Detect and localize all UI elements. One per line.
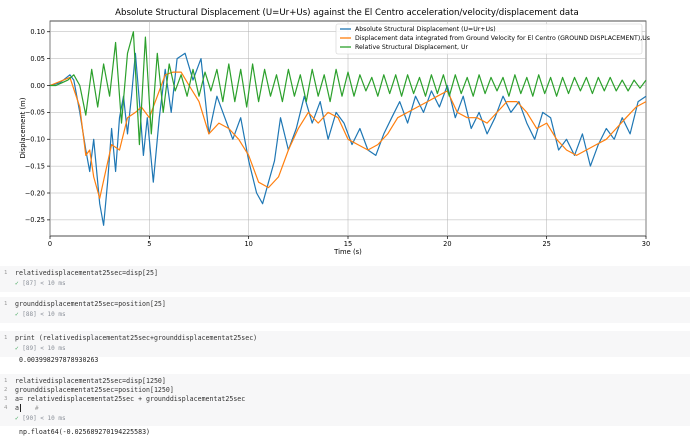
matplotlib-figure: Absolute Structural Displacement (U=Ur+U… [19, 8, 650, 256]
code-line[interactable]: relativedisplacementat25sec=disp[25] [15, 269, 158, 277]
code-line[interactable]: a [15, 404, 19, 412]
y-tick-label: 0.00 [30, 82, 45, 90]
series-lines [49, 31, 647, 226]
cell-output: 0.003998297878930263 [19, 356, 99, 364]
check-icon: ✓ [15, 345, 19, 352]
legend-label-relative: Relative Structural Displacement, Ur [355, 44, 469, 51]
y-tick-label: −0.05 [25, 109, 45, 117]
series-line-absolute [49, 52, 647, 226]
grid-lines [49, 21, 647, 236]
chart-title: Absolute Structural Displacement (U=Ur+U… [115, 8, 579, 18]
x-tick-label: 25 [542, 240, 550, 248]
legend-box [335, 23, 643, 55]
series-line-relative [50, 31, 647, 146]
execution-status: ✓ [87] < 10 ms [15, 280, 66, 287]
execution-status: ✓ [90] < 10 ms [15, 415, 66, 422]
chart-legend: Absolute Structural Displacement (U=Ur+U… [335, 23, 650, 55]
code-line[interactable]: print (relativedisplacementat25sec+groun… [15, 334, 258, 342]
code-line[interactable]: grounddisplacementat25sec=position[25] [15, 300, 166, 308]
notebook-cell-90[interactable]: 1 2 3 4 relativedisplacementat25sec=disp… [0, 374, 690, 426]
y-tick-label: −0.10 [25, 136, 45, 144]
y-tick-label: −0.20 [25, 189, 45, 197]
notebook-cell-87[interactable]: 1 relativedisplacementat25sec=disp[25] ✓… [0, 266, 690, 292]
text-cursor [20, 404, 21, 412]
displacement-chart: Absolute Structural Displacement (U=Ur+U… [19, 8, 650, 256]
x-tick-label: 15 [344, 240, 352, 248]
check-icon: ✓ [15, 280, 19, 287]
check-icon: ✓ [15, 311, 19, 318]
code-line[interactable]: relativedisplacementat25sec=disp[1250] [15, 377, 166, 385]
check-icon: ✓ [15, 415, 19, 422]
line-number: 1 [4, 335, 8, 341]
cell-output: np.float64(-0.025689270194225583) [19, 428, 151, 436]
inline-hint: # [35, 405, 39, 412]
execution-status: ✓ [88] < 10 ms [15, 311, 66, 318]
notebook-cell-88[interactable]: 1 grounddisplacementat25sec=position[25]… [0, 297, 690, 323]
x-tick-label: 0 [48, 240, 52, 248]
axis-ticks: 0 5 10 15 20 25 30 −0.25 −0.20 −0.15 −0.10 −0.05 0.0… [25, 28, 650, 248]
line-number: 2 [4, 387, 8, 393]
x-tick-label: 30 [642, 240, 650, 248]
line-number: 1 [4, 378, 8, 384]
x-tick-label: 20 [443, 240, 451, 248]
x-axis-label: Time (s) [333, 248, 362, 256]
code-line[interactable]: grounddisplacementat25sec=position[1250] [15, 386, 174, 394]
y-tick-label: −0.25 [25, 216, 45, 224]
execution-status: ✓ [89] < 10 ms [15, 345, 66, 352]
y-tick-label: −0.15 [25, 162, 45, 170]
notebook-cell-89[interactable]: 1 print (relativedisplacementat25sec+gro… [0, 331, 690, 357]
y-axis-label: Displacement (m) [19, 97, 27, 158]
line-number: 4 [4, 405, 8, 411]
code-line[interactable]: a= relativedisplacementat25sec + groundd… [15, 395, 246, 403]
line-number: 1 [4, 270, 8, 276]
legend-label-absolute: Absolute Structural Displacement (U=Ur+U… [355, 26, 496, 33]
legend-label-ground: Displacement data integrated from Ground… [355, 35, 650, 42]
x-tick-label: 5 [147, 240, 151, 248]
y-tick-label: 0.05 [30, 55, 45, 63]
line-number: 1 [4, 301, 8, 307]
y-tick-label: 0.10 [30, 28, 45, 36]
series-line-ground [49, 71, 647, 199]
x-tick-label: 10 [244, 240, 252, 248]
line-number: 3 [4, 396, 8, 402]
